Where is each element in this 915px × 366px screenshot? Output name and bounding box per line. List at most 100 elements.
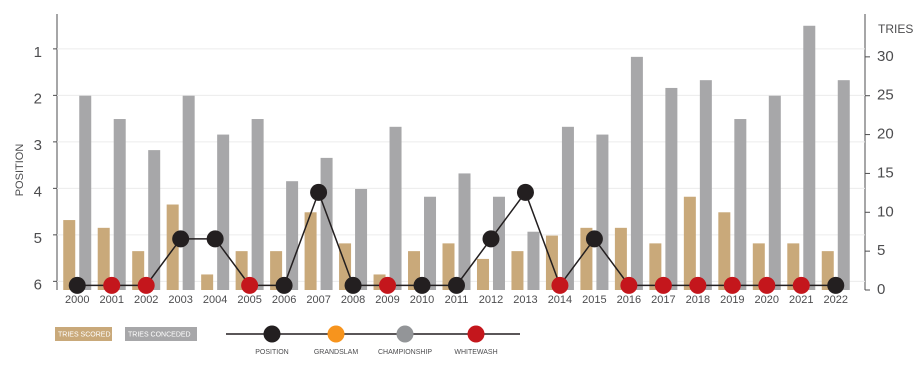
bar (803, 25, 816, 291)
bar (787, 243, 800, 290)
x-tick-label: 2019 (720, 294, 744, 306)
legend-marker (396, 325, 414, 343)
bar (734, 119, 747, 291)
position-marker (137, 276, 155, 294)
bar (286, 181, 299, 290)
bar (63, 220, 76, 290)
legend-label: TRIES CONCEDED (128, 331, 191, 338)
x-tick-label: 2008 (341, 294, 365, 306)
x-tick-label: 2005 (237, 294, 261, 306)
bar (476, 258, 489, 290)
position-marker (68, 276, 86, 294)
x-tick-label: 2020 (755, 294, 779, 306)
bar (458, 173, 471, 290)
y-tick-label: 2 (34, 90, 42, 107)
position-marker (172, 230, 190, 248)
position-marker (344, 276, 362, 294)
x-tick-label: 2004 (203, 294, 227, 306)
bar (97, 227, 110, 290)
position-marker (654, 276, 672, 294)
bar (79, 95, 92, 290)
position-marker (585, 230, 603, 248)
position-marker (827, 276, 845, 294)
y2-tick-label: 15 (877, 164, 894, 181)
bar (113, 119, 126, 291)
y-tick-label: 6 (34, 276, 42, 293)
x-tick-label: 2018 (686, 294, 710, 306)
x-tick-label: 2009 (375, 294, 399, 306)
bar (837, 80, 850, 291)
bar (630, 56, 643, 290)
position-marker (723, 276, 741, 294)
bar (442, 243, 455, 290)
bar (718, 212, 731, 290)
bar (424, 196, 437, 290)
x-tick-label: 2012 (479, 294, 503, 306)
x-tick-label: 2001 (99, 294, 123, 306)
y-tick-label: 1 (34, 44, 42, 61)
x-tick-label: 2006 (272, 294, 296, 306)
x-tick-label: 2022 (824, 294, 848, 306)
legend-label: WHITEWASH (454, 349, 497, 356)
bar (752, 243, 765, 290)
position-marker (448, 276, 465, 294)
x-tick-label: 2000 (65, 294, 89, 306)
position-marker (620, 276, 638, 294)
bar (182, 95, 195, 290)
bar (166, 204, 179, 290)
position-marker (551, 276, 569, 294)
bar (355, 188, 368, 290)
y2-axis-label: TRIES (878, 22, 913, 36)
bar (201, 274, 214, 290)
x-tick-label: 2021 (789, 294, 813, 306)
bar (148, 150, 161, 290)
position-marker (482, 230, 500, 248)
position-marker (413, 276, 431, 294)
x-tick-label: 2014 (548, 294, 572, 306)
legend-swatch (125, 327, 197, 341)
bar (699, 80, 712, 291)
position-marker (758, 276, 776, 294)
bar (217, 134, 230, 290)
bar (511, 251, 524, 290)
position-marker (310, 183, 328, 201)
x-tick-label: 2010 (410, 294, 434, 306)
x-tick-label: 2011 (445, 294, 469, 306)
position-marker (516, 183, 534, 201)
bar (527, 231, 540, 290)
bar (561, 126, 574, 290)
y2-tick-label: 25 (877, 87, 894, 104)
y2-tick-label: 20 (877, 126, 894, 143)
legend-label: CHAMPIONSHIP (378, 349, 432, 356)
x-tick-label: 2013 (513, 294, 537, 306)
position-marker (206, 230, 224, 248)
x-tick-label: 2007 (306, 294, 330, 306)
legend-label: GRANDSLAM (314, 349, 359, 356)
position-marker (792, 276, 810, 294)
position-marker (103, 276, 121, 294)
position-marker (379, 276, 397, 294)
x-tick-label: 2015 (582, 294, 606, 306)
legend-marker (263, 325, 281, 343)
y-tick-label: 3 (34, 137, 42, 154)
legend-marker (467, 325, 485, 343)
bar (389, 126, 402, 290)
y-tick-label: 5 (34, 230, 42, 247)
y2-tick-label: 30 (877, 48, 894, 65)
bar (251, 119, 264, 291)
x-tick-label: 2016 (617, 294, 641, 306)
position-marker (241, 276, 259, 294)
legend-label: POSITION (255, 349, 288, 356)
bar (492, 196, 505, 290)
legend-marker (327, 325, 345, 343)
x-tick-label: 2003 (168, 294, 192, 306)
y2-tick-label: 10 (877, 203, 894, 220)
y-tick-label: 4 (34, 183, 42, 200)
position-marker (689, 276, 707, 294)
position-marker (275, 276, 293, 294)
bar (304, 212, 317, 290)
bar (768, 95, 781, 290)
bar (596, 134, 609, 290)
legend-swatch (55, 327, 112, 341)
